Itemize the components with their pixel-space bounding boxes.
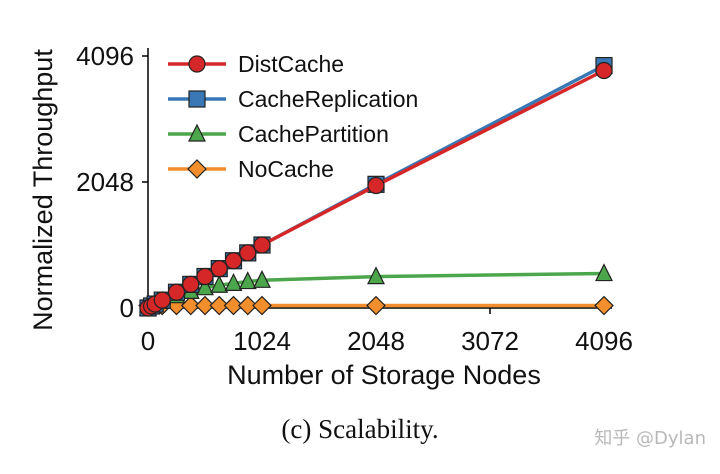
x-tick-label: 3072 [461,326,519,356]
data-point [224,273,243,291]
y-tick-label: 0 [120,293,134,323]
legend-label: NoCache [238,156,334,182]
y-tick-label: 2048 [76,167,134,197]
x-tick-label: 2048 [347,326,405,356]
x-tick-label: 0 [141,326,155,356]
data-point [595,61,613,80]
legend-marker [187,159,207,179]
legend-entry: NoCache [168,156,334,182]
data-point [167,283,186,301]
data-point [594,295,614,316]
legend-label: DistCache [238,51,344,77]
series-DistCache [139,61,613,317]
data-point [182,275,200,293]
legend-entry: CacheReplication [168,86,418,112]
data-point [238,271,257,290]
data-point [367,266,385,285]
series-NoCache [138,295,614,316]
data-point [224,252,243,270]
data-point [252,295,272,316]
y-axis-label: Normalized Throughput [28,49,58,331]
data-point [253,236,271,254]
data-point [237,295,258,316]
legend-entry: DistCache [168,51,344,77]
data-point [366,295,386,316]
x-tick-label: 1024 [233,326,291,356]
data-point [210,274,229,293]
legend-marker [188,55,206,73]
y-tick-label: 4096 [76,41,134,71]
x-tick-label: 4096 [575,326,633,356]
legend-marker [188,123,206,142]
data-point [209,295,230,316]
legend-marker [188,90,206,108]
data-point [153,291,171,309]
data-point [196,277,214,296]
legend-label: CachePartition [238,121,389,147]
data-point [253,269,271,288]
x-axis-label: Number of Storage Nodes [227,360,541,390]
data-point [367,176,385,195]
legend-entry: CachePartition [168,121,389,147]
watermark: 知乎 @Dylan [594,428,706,449]
data-point [210,260,228,278]
figure-caption: (c) Scalability. [281,414,439,444]
data-point [239,244,257,262]
legend-label: CacheReplication [238,86,418,112]
data-point [195,295,215,316]
data-point [223,295,244,316]
data-point [595,263,613,282]
data-point [196,267,214,286]
